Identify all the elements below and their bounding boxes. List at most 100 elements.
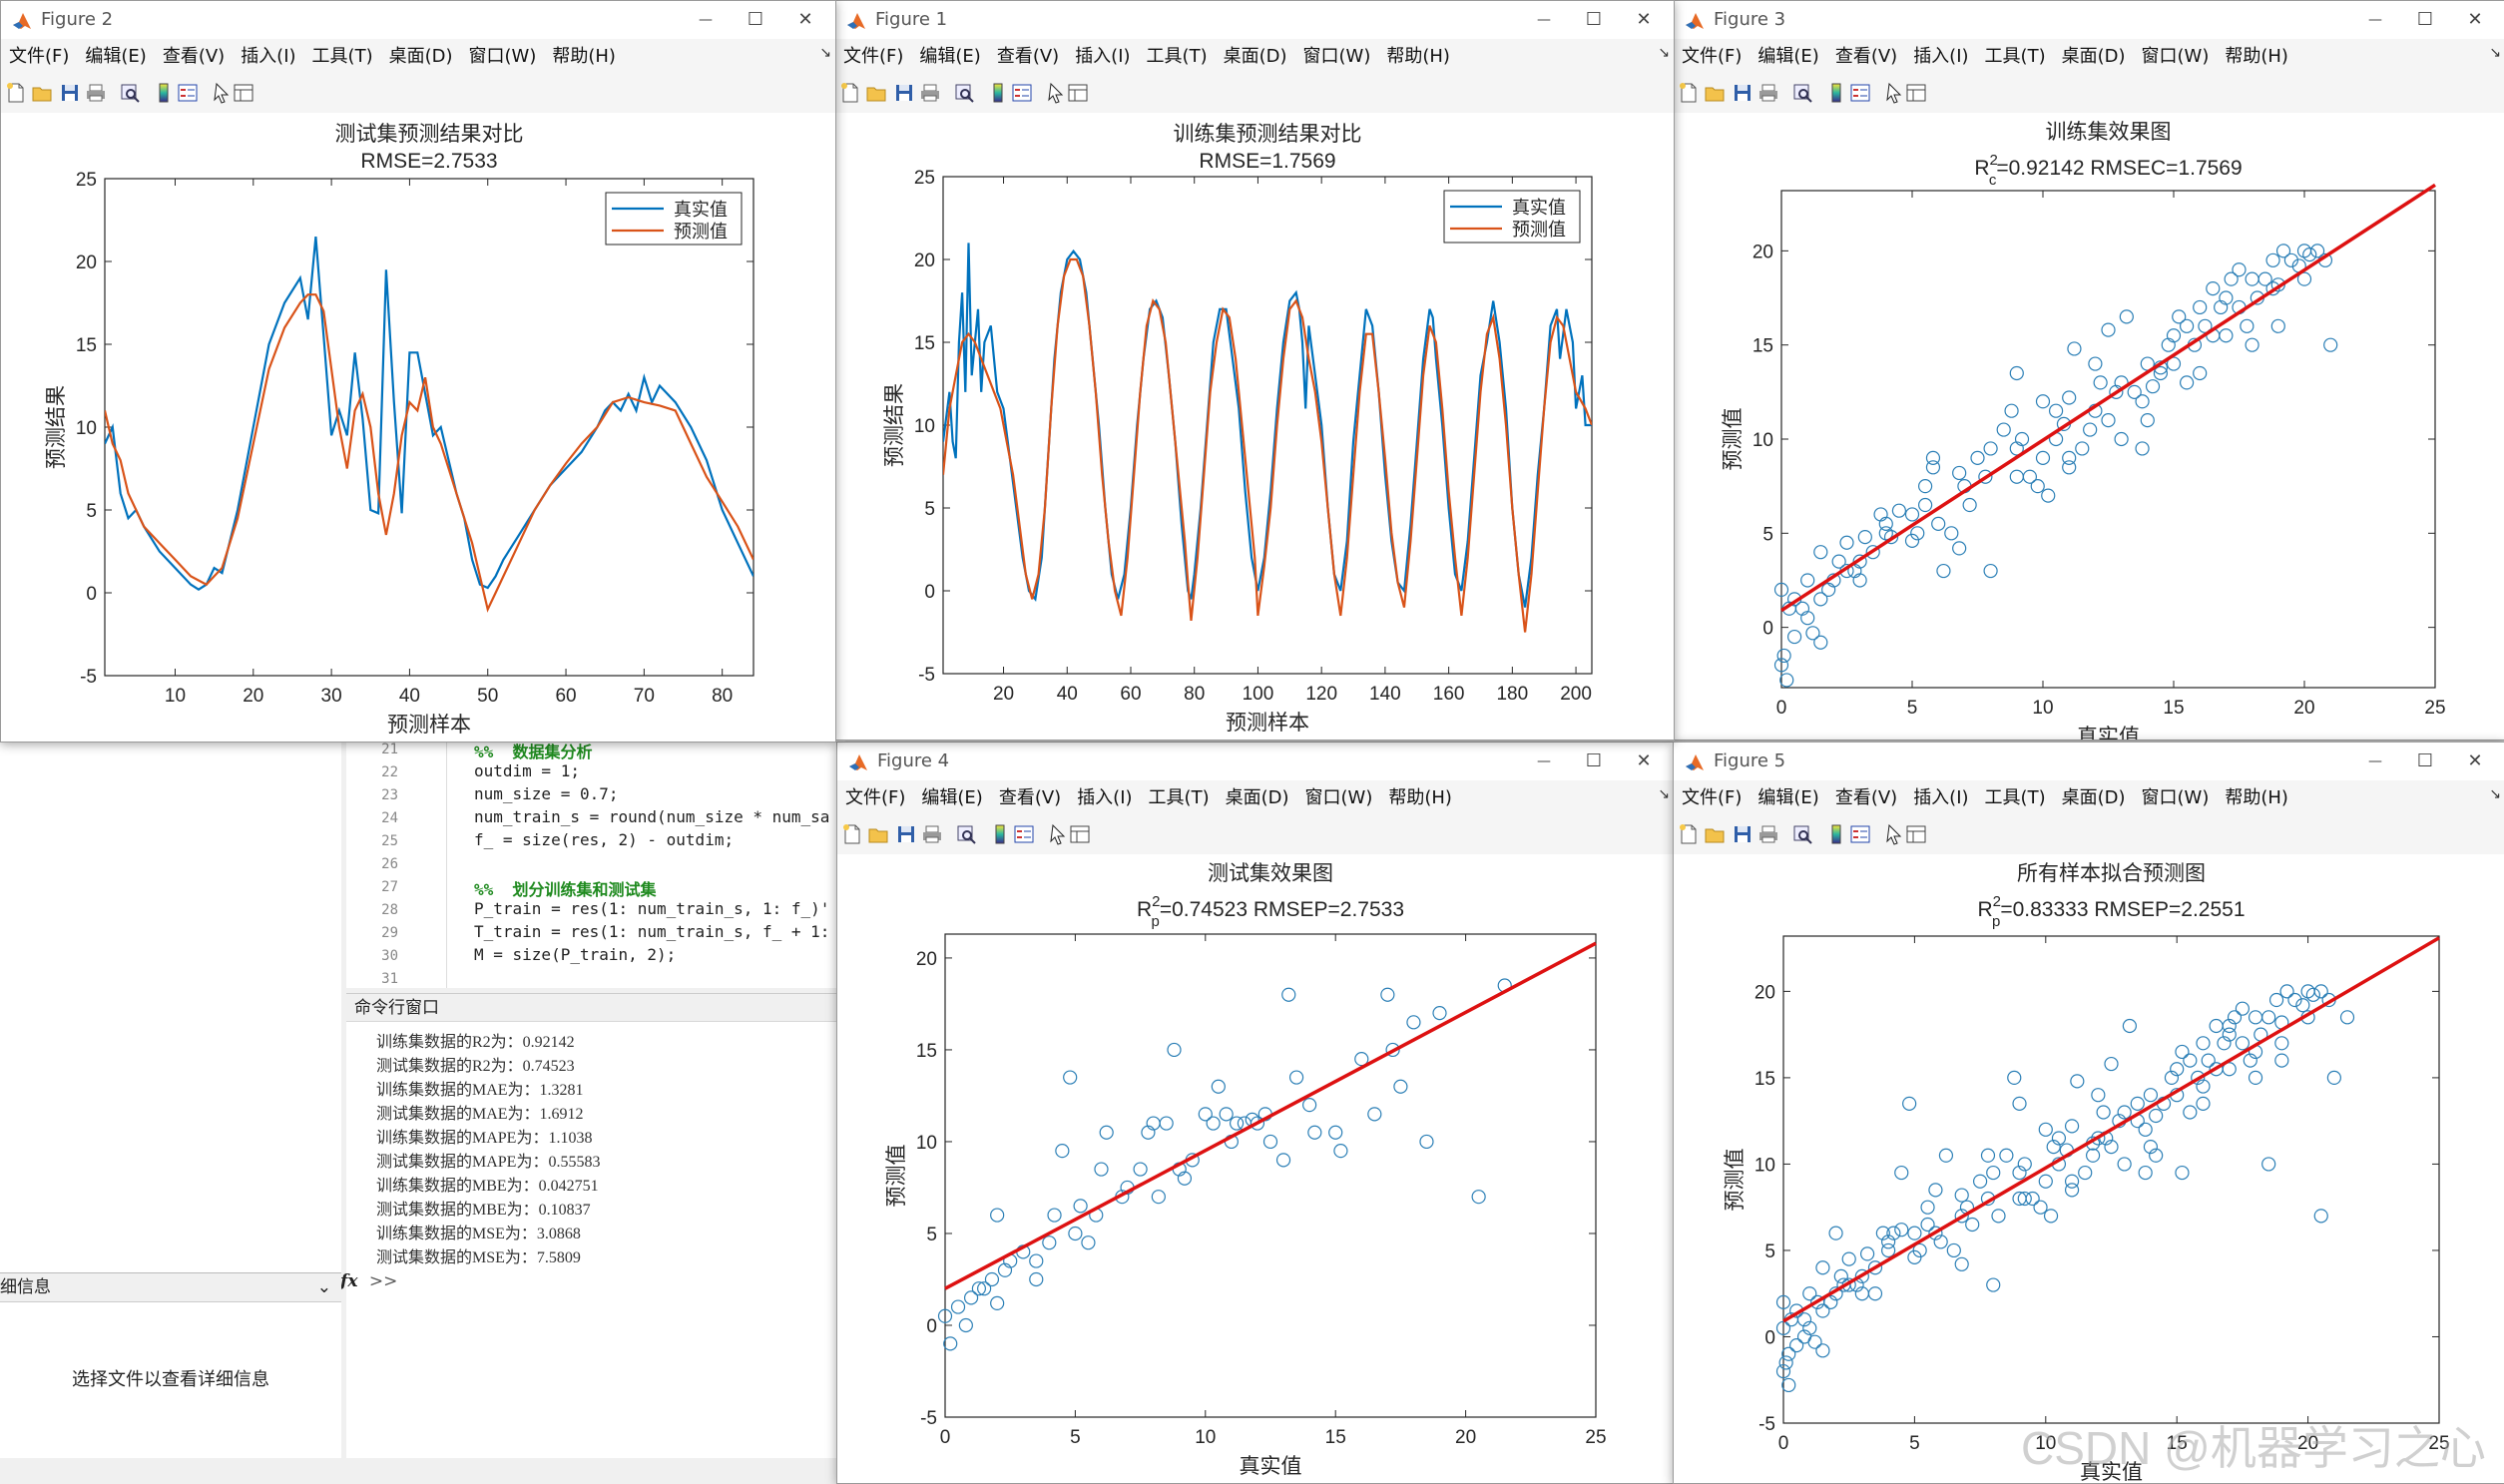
code-editor[interactable]: 21 %% 数据集分析 22 outdim = 1; 23 num_size = 0.7;… bbox=[346, 739, 845, 988]
close-icon[interactable]: ✕ bbox=[1636, 750, 1652, 771]
code-line[interactable]: 27 %% 划分训练集和测试集 bbox=[346, 876, 845, 898]
maximize-icon[interactable]: ☐ bbox=[2416, 9, 2434, 30]
menu-item[interactable]: 工具(T) bbox=[311, 46, 373, 67]
legend-icon[interactable] bbox=[1011, 82, 1033, 104]
open-folder-icon[interactable] bbox=[31, 82, 53, 104]
save-icon[interactable] bbox=[1732, 823, 1753, 845]
menu-item[interactable]: 插入(I) bbox=[1075, 46, 1131, 67]
menu-item[interactable]: 帮助(H) bbox=[552, 46, 616, 67]
menu-item[interactable]: 窗口(W) bbox=[468, 46, 537, 67]
pointer-icon[interactable] bbox=[1883, 823, 1905, 845]
new-file-icon[interactable] bbox=[1678, 823, 1700, 845]
print-preview-icon[interactable] bbox=[1791, 82, 1813, 104]
colorbar-icon[interactable] bbox=[987, 82, 1009, 104]
command-window[interactable]: 命令行窗口 fx >> 训练集数据的R2为：0.92142 测试集数据的R2为：0… bbox=[340, 993, 845, 1458]
code-line[interactable]: 21 %% 数据集分析 bbox=[346, 739, 845, 760]
print-preview-icon[interactable] bbox=[119, 82, 141, 104]
maximize-icon[interactable]: ☐ bbox=[1585, 9, 1603, 30]
menu-item[interactable]: 桌面(D) bbox=[1223, 46, 1287, 67]
property-inspector-icon[interactable] bbox=[1067, 82, 1089, 104]
code-text[interactable]: %% 划分训练集和测试集 bbox=[474, 880, 657, 898]
property-inspector-icon[interactable] bbox=[1905, 82, 1927, 104]
open-folder-icon[interactable] bbox=[1704, 82, 1726, 104]
menu-item[interactable]: 窗口(W) bbox=[1302, 46, 1371, 67]
fx-icon[interactable]: fx bbox=[340, 1271, 358, 1291]
print-preview-icon[interactable] bbox=[955, 823, 977, 845]
window-title-bar[interactable]: Figure 5 — ☐ ✕ bbox=[1674, 742, 2504, 780]
menu-item[interactable]: 帮助(H) bbox=[1386, 46, 1450, 67]
menu-item[interactable]: 插入(I) bbox=[1913, 46, 1969, 67]
code-line[interactable]: 23 num_size = 0.7; bbox=[346, 784, 845, 806]
figure-4-window[interactable]: Figure 4 — ☐ ✕ 文件(F) 编辑(E) 查看(V) 插入(I) 工具(T) 桌面(D… bbox=[836, 742, 1675, 1484]
figure-3-window[interactable]: Figure 3 — ☐ ✕ 文件(F) 编辑(E) 查看(V) 插入(I) 工具(T) 桌面(D… bbox=[1673, 0, 2504, 741]
new-file-icon[interactable] bbox=[841, 823, 863, 845]
save-icon[interactable] bbox=[893, 82, 915, 104]
code-text[interactable]: num_train_s = round(num_size * num_sa bbox=[474, 807, 830, 826]
legend-icon[interactable] bbox=[1013, 823, 1035, 845]
menu-item[interactable]: 窗口(W) bbox=[2141, 787, 2210, 808]
menu-item[interactable]: 编辑(E) bbox=[85, 46, 147, 67]
code-text[interactable]: outdim = 1; bbox=[474, 761, 580, 780]
menu-item[interactable]: 帮助(H) bbox=[2225, 787, 2288, 808]
menu-item[interactable]: 查看(V) bbox=[998, 787, 1062, 808]
maximize-icon[interactable]: ☐ bbox=[2416, 750, 2434, 771]
print-icon[interactable] bbox=[1757, 823, 1779, 845]
figure-5-window[interactable]: Figure 5 — ☐ ✕ 文件(F) 编辑(E) 查看(V) 插入(I) 工具(T) 桌面(D… bbox=[1673, 742, 2504, 1484]
menu-item[interactable]: 查看(V) bbox=[162, 46, 226, 67]
menu-item[interactable]: 编辑(E) bbox=[1757, 787, 1819, 808]
property-inspector-icon[interactable] bbox=[233, 82, 254, 104]
legend-icon[interactable] bbox=[1849, 82, 1871, 104]
menu-item[interactable]: 工具(T) bbox=[1148, 787, 1210, 808]
print-icon[interactable] bbox=[1757, 82, 1779, 104]
menu-item[interactable]: 帮助(H) bbox=[1388, 787, 1452, 808]
save-icon[interactable] bbox=[1732, 82, 1753, 104]
minimize-icon[interactable]: — bbox=[1537, 753, 1551, 769]
menu-item[interactable]: 工具(T) bbox=[1146, 46, 1208, 67]
pointer-icon[interactable] bbox=[1883, 82, 1905, 104]
menu-item[interactable]: 编辑(E) bbox=[921, 787, 983, 808]
close-icon[interactable]: ✕ bbox=[797, 9, 813, 30]
command-prompt[interactable]: fx >> bbox=[340, 1271, 397, 1291]
pointer-icon[interactable] bbox=[211, 82, 233, 104]
overflow-arrow-icon[interactable]: ↘ bbox=[1658, 45, 1670, 61]
chevron-down-icon[interactable]: ⌄ bbox=[316, 1277, 331, 1297]
menu-item[interactable]: 桌面(D) bbox=[2061, 46, 2126, 67]
menu-item[interactable]: 文件(F) bbox=[843, 46, 904, 67]
minimize-icon[interactable]: — bbox=[2368, 753, 2382, 769]
window-title-bar[interactable]: Figure 3 — ☐ ✕ bbox=[1674, 1, 2504, 39]
pointer-icon[interactable] bbox=[1045, 82, 1067, 104]
colorbar-icon[interactable] bbox=[1825, 823, 1847, 845]
code-line[interactable]: 24 num_train_s = round(num_size * num_sa bbox=[346, 807, 845, 829]
legend-icon[interactable] bbox=[177, 82, 199, 104]
menu-item[interactable]: 工具(T) bbox=[1984, 46, 2046, 67]
menu-item[interactable]: 工具(T) bbox=[1984, 787, 2046, 808]
menu-item[interactable]: 桌面(D) bbox=[1225, 787, 1289, 808]
close-icon[interactable]: ✕ bbox=[2467, 9, 2483, 30]
code-line[interactable]: 26 bbox=[346, 853, 845, 875]
window-title-bar[interactable]: Figure 4 — ☐ ✕ bbox=[837, 742, 1674, 780]
maximize-icon[interactable]: ☐ bbox=[1585, 750, 1603, 771]
menu-item[interactable]: 文件(F) bbox=[1682, 787, 1743, 808]
open-folder-icon[interactable] bbox=[865, 82, 887, 104]
code-text[interactable]: num_size = 0.7; bbox=[474, 784, 619, 803]
print-preview-icon[interactable] bbox=[1791, 823, 1813, 845]
menu-item[interactable]: 桌面(D) bbox=[2061, 787, 2126, 808]
legend-icon[interactable] bbox=[1849, 823, 1871, 845]
print-icon[interactable] bbox=[919, 82, 941, 104]
overflow-arrow-icon[interactable]: ↘ bbox=[2489, 45, 2501, 61]
code-text[interactable]: T_train = res(1: num_train_s, f_ + 1: bbox=[474, 922, 830, 941]
code-line[interactable]: 29 T_train = res(1: num_train_s, f_ + 1: bbox=[346, 922, 845, 944]
menu-item[interactable]: 编辑(E) bbox=[1757, 46, 1819, 67]
window-title-bar[interactable]: Figure 2 — ☐ ✕ bbox=[1, 1, 835, 39]
code-line[interactable]: 25 f_ = size(res, 2) - outdim; bbox=[346, 830, 845, 852]
menu-item[interactable]: 桌面(D) bbox=[388, 46, 453, 67]
maximize-icon[interactable]: ☐ bbox=[747, 9, 764, 30]
print-preview-icon[interactable] bbox=[953, 82, 975, 104]
menu-item[interactable]: 查看(V) bbox=[996, 46, 1060, 67]
menu-item[interactable]: 编辑(E) bbox=[919, 46, 981, 67]
open-folder-icon[interactable] bbox=[1704, 823, 1726, 845]
colorbar-icon[interactable] bbox=[1825, 82, 1847, 104]
save-icon[interactable] bbox=[895, 823, 917, 845]
code-line[interactable]: 22 outdim = 1; bbox=[346, 761, 845, 783]
overflow-arrow-icon[interactable]: ↘ bbox=[2489, 786, 2501, 802]
